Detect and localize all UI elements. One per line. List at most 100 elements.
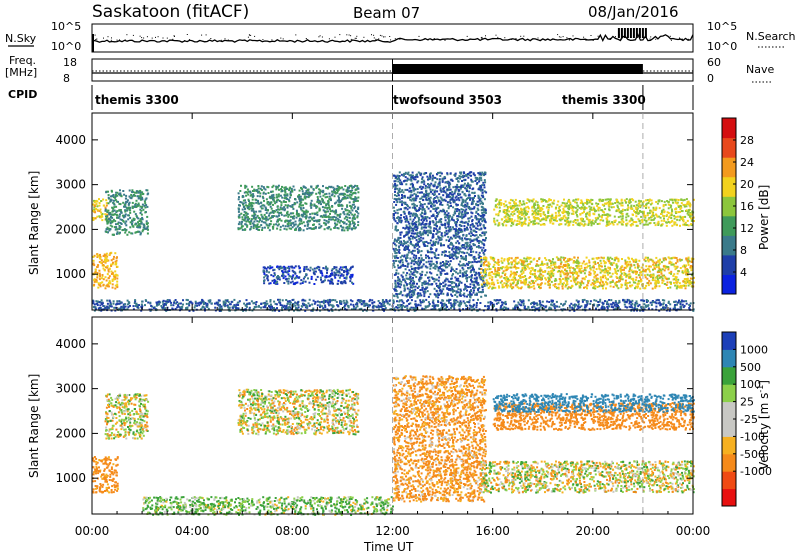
power-cell [349, 211, 352, 214]
power-cell [478, 276, 481, 279]
power-cell [690, 274, 693, 277]
power-cell [478, 255, 481, 258]
power-cell [263, 187, 266, 190]
power-cell [107, 277, 110, 280]
power-cell [428, 197, 430, 200]
power-cell [395, 256, 398, 259]
power-cell [321, 272, 324, 275]
power-cell [303, 224, 306, 227]
power-cell [432, 236, 435, 238]
power-cell [447, 218, 450, 220]
power-cell [572, 273, 574, 276]
power-cell [339, 274, 342, 277]
power-cell [287, 273, 290, 276]
power-cell [481, 219, 484, 222]
power-cell [99, 285, 102, 288]
power-cell [469, 261, 472, 264]
power-cell [108, 275, 111, 278]
power-cell [283, 214, 286, 217]
power-cell [346, 196, 349, 199]
power-cell [353, 221, 356, 224]
power-cell [117, 193, 120, 196]
noise-search-point [155, 36, 156, 38]
power-cell [330, 269, 333, 272]
power-cell [483, 239, 486, 242]
power-cell [397, 238, 400, 241]
power-cell [680, 286, 683, 289]
power-cell [414, 188, 417, 191]
power-cell [115, 194, 117, 196]
power-cell [572, 272, 575, 275]
noise-search-point [363, 36, 365, 38]
power-cell [425, 226, 427, 229]
power-cell [462, 176, 465, 179]
power-cell [416, 233, 418, 236]
power-cell [422, 290, 425, 293]
power-cell [403, 284, 406, 287]
power-cell [115, 259, 118, 262]
power-cell [286, 206, 289, 209]
power-cell [331, 268, 334, 271]
power-cell [404, 288, 406, 291]
power-cell [620, 269, 623, 271]
power-cell [448, 240, 450, 242]
power-cell [292, 207, 295, 210]
power-cell [301, 282, 304, 284]
noise-search-point [321, 36, 323, 38]
power-cell [92, 262, 95, 265]
power-cell [248, 200, 250, 203]
power-cell [539, 267, 542, 270]
power-cell [422, 208, 425, 210]
power-cell [409, 196, 412, 198]
power-cell [460, 228, 463, 231]
power-cell [624, 266, 627, 269]
noise-search-point [334, 36, 336, 38]
power-cell [129, 221, 132, 224]
power-cell [437, 294, 440, 296]
power-cell [299, 270, 302, 273]
power-cell [352, 282, 355, 285]
power-cell [468, 243, 471, 246]
power-cell [429, 251, 431, 254]
power-cell [402, 210, 405, 213]
power-cell [269, 205, 272, 208]
power-cell [652, 268, 654, 271]
power-cell [405, 257, 407, 260]
power-cell [268, 282, 271, 285]
power-cell [483, 261, 486, 263]
power-cell [447, 207, 450, 210]
power-cell [355, 188, 358, 191]
power-cell [307, 196, 310, 199]
power-cell [483, 253, 486, 256]
power-cell [257, 185, 260, 187]
power-cell [138, 220, 141, 222]
power-cell [351, 187, 354, 189]
noise-search-point [111, 37, 112, 39]
power-cell [267, 209, 269, 212]
power-cell [541, 262, 544, 265]
power-cell [335, 216, 337, 219]
power-cell [415, 223, 418, 226]
power-cell [449, 188, 452, 191]
power-cell [456, 233, 459, 236]
power-cell [440, 190, 443, 193]
power-cell [571, 284, 574, 287]
power-cell [413, 197, 416, 200]
power-cell [352, 217, 355, 220]
power-cell [144, 202, 147, 205]
power-cell [480, 227, 483, 230]
power-cell [268, 229, 271, 232]
power-cell [489, 256, 492, 259]
power-cell [317, 202, 320, 205]
power-cell [561, 285, 564, 288]
power-cell [342, 266, 344, 269]
power-cell [433, 252, 436, 255]
power-cell [423, 295, 426, 298]
power-cell [300, 186, 302, 189]
power-cell [491, 258, 494, 261]
power-cell [357, 187, 359, 190]
power-cell [442, 177, 445, 180]
power-cell [465, 272, 467, 275]
noise-search-point [558, 36, 560, 38]
power-cell [411, 227, 414, 230]
